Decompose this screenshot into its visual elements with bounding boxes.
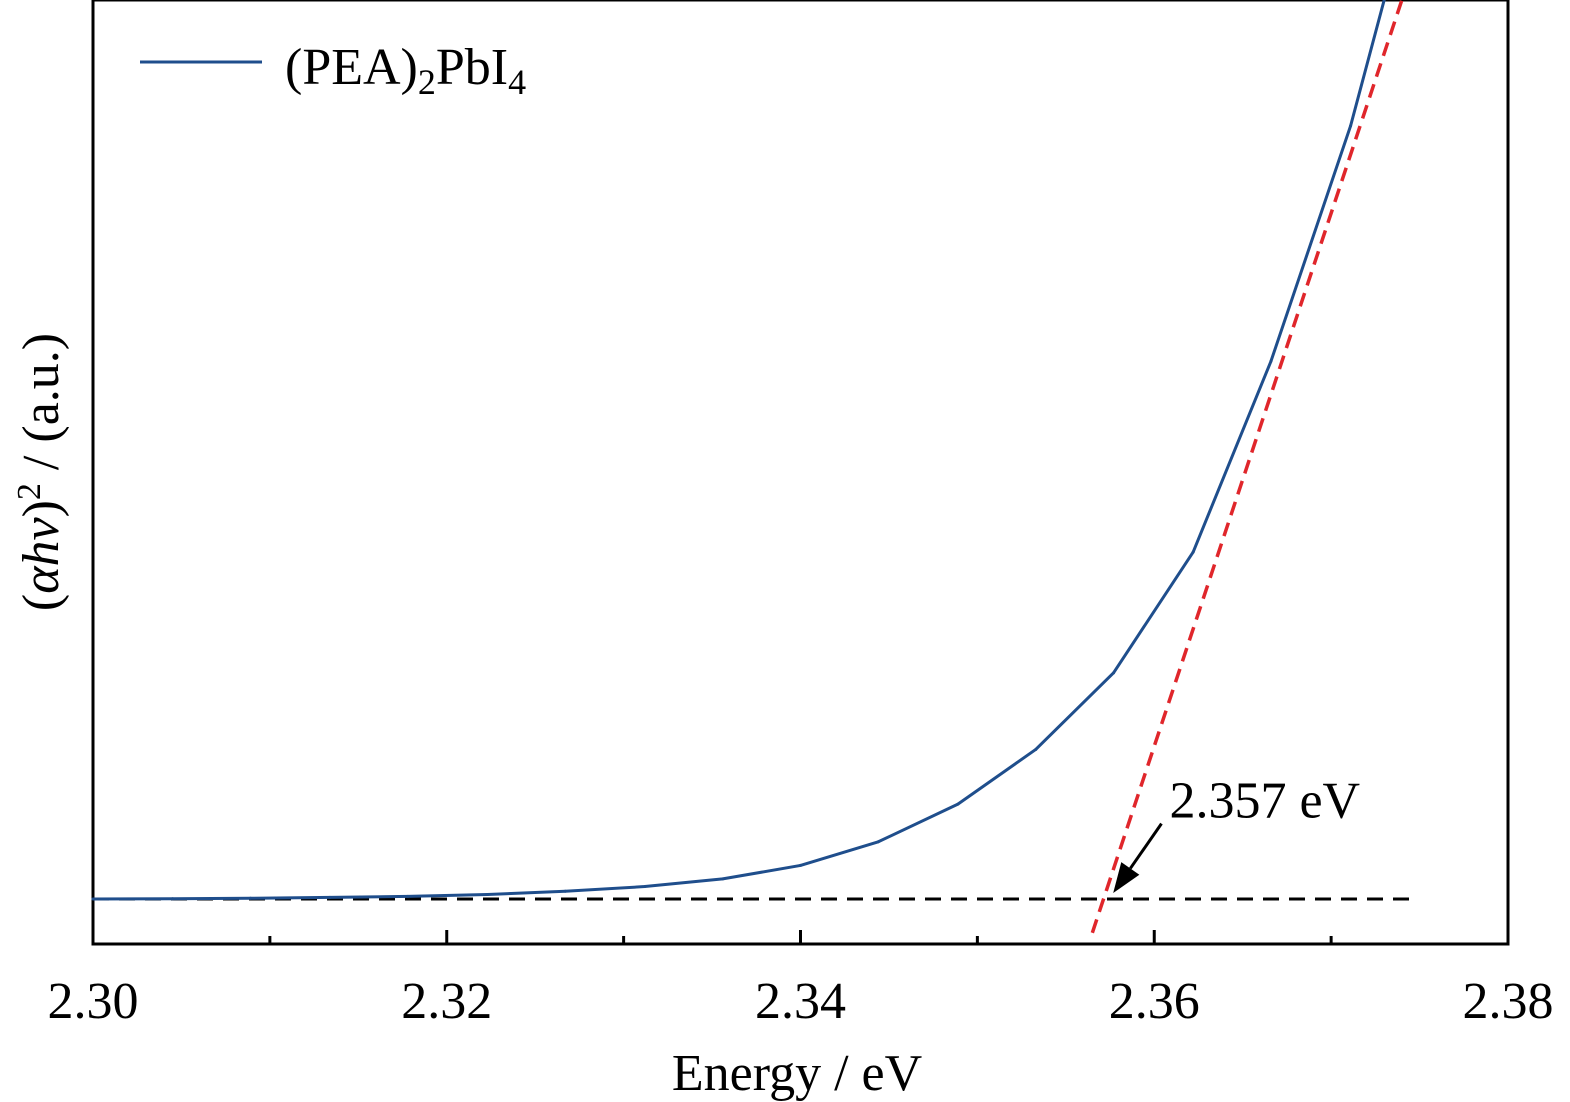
data-point xyxy=(643,885,647,889)
series-line-0 xyxy=(92,0,1386,901)
x-tick-label: 2.38 xyxy=(1463,973,1554,1030)
x-tick-label: 2.34 xyxy=(755,973,846,1030)
data-point xyxy=(1034,747,1038,751)
x-tick-label: 2.32 xyxy=(401,973,492,1030)
data-point xyxy=(1382,0,1386,2)
data-point xyxy=(328,895,332,899)
data-point xyxy=(1112,671,1116,675)
x-tick-label: 2.36 xyxy=(1109,973,1200,1030)
data-point xyxy=(1269,359,1273,363)
data-point xyxy=(876,840,880,844)
data-point xyxy=(563,889,567,893)
data-point xyxy=(485,892,489,896)
tangent-fit-line xyxy=(1090,0,1404,934)
tangent-layer xyxy=(1090,0,1404,934)
legend: (PEA)2PbI4 xyxy=(140,39,526,102)
data-point xyxy=(248,896,252,900)
ticks-layer: 2.30 2.32 2.34 2.36 2.38 xyxy=(48,930,1554,1030)
data-point xyxy=(171,897,175,901)
annotation-arrowhead xyxy=(1113,862,1140,894)
data-point xyxy=(1349,124,1353,128)
annotation: 2.357 eV xyxy=(1113,773,1360,894)
annotation-arrow xyxy=(1129,822,1163,870)
data-point xyxy=(799,863,802,867)
data-point xyxy=(956,802,960,806)
data-point xyxy=(1191,550,1195,554)
x-tick-label: 2.30 xyxy=(48,973,139,1030)
y-axis-title: (αhv)2 / (a.u.) xyxy=(11,333,70,611)
data-point xyxy=(721,877,725,881)
series-layer xyxy=(91,0,1386,901)
annotation-label: 2.357 eV xyxy=(1169,773,1360,830)
x-axis-title: Energy / eV xyxy=(672,1045,922,1102)
data-point xyxy=(91,897,95,901)
data-point xyxy=(406,894,410,898)
legend-label: (PEA)2PbI4 xyxy=(285,39,526,102)
